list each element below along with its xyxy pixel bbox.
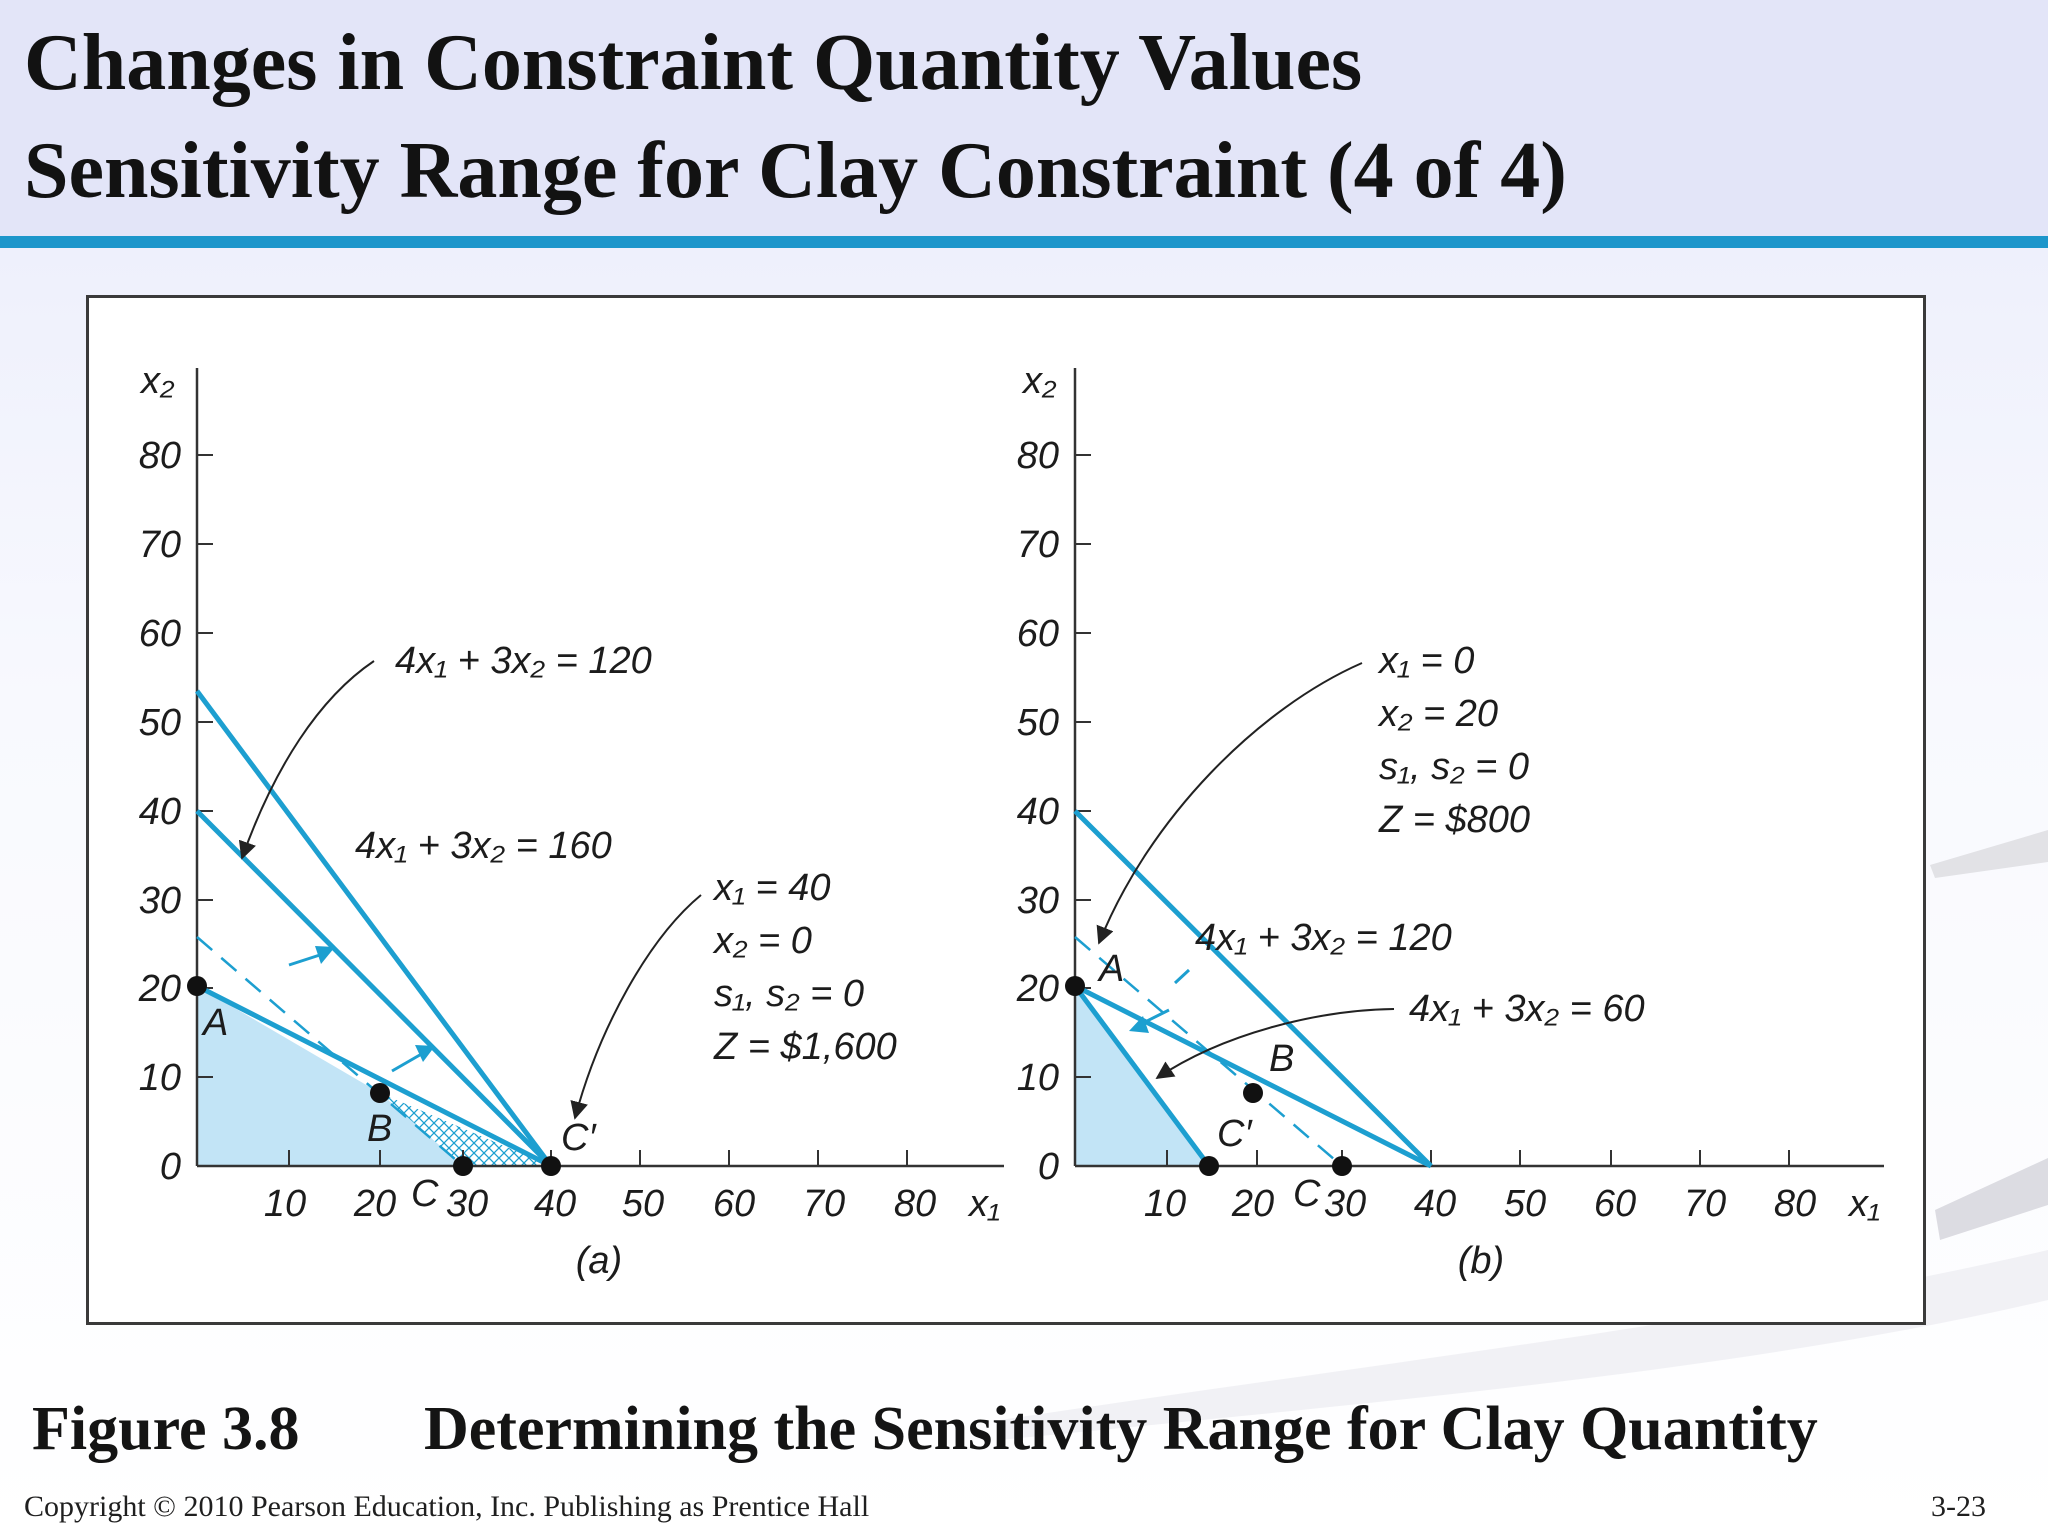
y-tick-label: 10	[139, 1057, 181, 1099]
y-axis-label: x₂	[139, 360, 175, 402]
objective-dashed-line	[1074, 936, 1343, 1167]
title-divider	[0, 236, 2048, 248]
figure-caption-text: Determining the Sensitivity Range for Cl…	[424, 1395, 1818, 1463]
solution-line: x₁ = 40	[712, 867, 831, 909]
y-tick-label: 70	[1017, 524, 1059, 566]
solution-line: x₂ = 0	[712, 920, 812, 962]
panel-caption-a: (a)	[576, 1240, 622, 1282]
x-ticks	[1166, 1150, 1790, 1166]
solution-line: s₁, s₂ = 0	[1379, 746, 1529, 788]
pointer-arrow-c-prime	[570, 894, 702, 1120]
x-axis-label: x₁	[967, 1183, 1000, 1225]
figure-3-8-graphs: 80 70 60 50 40 30 20 10 0 x₂ 10 20	[138, 360, 1884, 1282]
panel-a: 80 70 60 50 40 30 20 10 0 x₂ 10 20	[138, 360, 1004, 1282]
x-axis-label: x₁	[1847, 1183, 1880, 1225]
page-number: 3-23	[1931, 1490, 1986, 1523]
y-tick-label: 20	[1016, 968, 1059, 1010]
point-label-c-prime: C′	[561, 1117, 597, 1159]
solution-line: Z = $1,600	[713, 1026, 897, 1068]
y-tick-label: 80	[1017, 435, 1059, 477]
point-label-a: A	[201, 1002, 228, 1044]
pointer-arrow-a	[1096, 662, 1363, 945]
line-60	[1072, 984, 1212, 1168]
slide-title-line-2: Sensitivity Range for Clay Constraint (4…	[24, 127, 1567, 215]
y-tick-label: 30	[139, 880, 181, 922]
x-tick-label: 80	[1774, 1183, 1816, 1225]
point-c-prime	[1199, 1156, 1219, 1176]
point-c	[1332, 1156, 1352, 1176]
equation-label-120: 4x₁ + 3x₂ = 120	[395, 640, 652, 682]
y-tick-label: 50	[139, 702, 181, 744]
line-120	[195, 809, 553, 1168]
solution-block-b: x₁ = 0 x₂ = 20 s₁, s₂ = 0 Z = $800	[1377, 640, 1530, 841]
point-label-b: B	[1269, 1038, 1294, 1080]
point-label-c: C	[411, 1173, 439, 1215]
shift-arrow-down	[1129, 1008, 1170, 1033]
shift-arrows	[288, 946, 435, 1073]
x-tick-label: 30	[446, 1183, 488, 1225]
point-a	[187, 976, 207, 996]
feasible-region	[197, 986, 463, 1166]
x-tick-label: 20	[353, 1183, 396, 1225]
figure-caption-number: Figure 3.8	[32, 1395, 300, 1463]
y-tick-label: 0	[160, 1146, 181, 1188]
point-b	[370, 1083, 390, 1103]
panel-b: 80 70 60 50 40 30 20 10 0 x₂ 10 20 30	[1016, 360, 1884, 1282]
point-b	[1243, 1083, 1263, 1103]
panel-caption-b: (b)	[1458, 1240, 1504, 1282]
x-tick-label: 40	[534, 1183, 576, 1225]
solution-line: Z = $800	[1378, 799, 1530, 841]
y-tick-label: 50	[1017, 702, 1059, 744]
y-tick-label: 80	[139, 435, 181, 477]
point-a	[1065, 976, 1085, 996]
point-c	[453, 1156, 473, 1176]
equation-label-160: 4x₁ + 3x₂ = 160	[355, 825, 612, 867]
added-region-hatch	[380, 1093, 551, 1166]
solution-line: s₁, s₂ = 0	[714, 973, 864, 1015]
pointer-arrow-120	[238, 660, 375, 860]
solution-line: x₂ = 20	[1377, 693, 1498, 735]
title-area	[0, 0, 2048, 238]
x-tick-label: 40	[1414, 1183, 1456, 1225]
y-tick-label: 20	[138, 968, 181, 1010]
x-tick-label: 30	[1324, 1183, 1366, 1225]
solution-line: x₁ = 0	[1377, 640, 1474, 682]
y-tick-label: 40	[139, 791, 181, 833]
x-tick-label: 20	[1231, 1183, 1274, 1225]
tick-on-line-120	[1173, 968, 1191, 985]
x-tick-label: 60	[713, 1183, 755, 1225]
line-second-constraint	[195, 983, 553, 1169]
point-c-prime	[541, 1156, 561, 1176]
line-160	[194, 689, 554, 1168]
copyright-footer: Copyright © 2010 Pearson Education, Inc.…	[24, 1490, 870, 1523]
y-tick-label: 30	[1017, 880, 1059, 922]
point-label-a: A	[1097, 948, 1124, 990]
figure-frame: 80 70 60 50 40 30 20 10 0 x₂ 10 20	[86, 295, 1926, 1325]
x-tick-label: 10	[1144, 1183, 1186, 1225]
y-tick-label: 70	[139, 524, 181, 566]
pointer-arrow-60	[1155, 1008, 1395, 1080]
x-tick-label: 50	[1504, 1183, 1546, 1225]
x-tick-label: 10	[264, 1183, 306, 1225]
y-tick-label: 10	[1017, 1057, 1059, 1099]
y-tick-label: 0	[1038, 1146, 1059, 1188]
y-tick-label: 60	[139, 613, 181, 655]
x-tick-label: 80	[894, 1183, 936, 1225]
line-second-constraint	[1073, 983, 1433, 1169]
equation-label-120: 4x₁ + 3x₂ = 120	[1195, 917, 1452, 959]
point-label-b: B	[367, 1108, 392, 1150]
equation-label-60: 4x₁ + 3x₂ = 60	[1409, 988, 1645, 1030]
y-tick-label: 40	[1017, 791, 1059, 833]
x-tick-label: 70	[803, 1183, 845, 1225]
y-tick-label: 60	[1017, 613, 1059, 655]
objective-dashed-line	[196, 936, 464, 1167]
point-label-c-prime: C′	[1217, 1113, 1253, 1155]
x-tick-label: 50	[622, 1183, 664, 1225]
solution-block-a: x₁ = 40 x₂ = 0 s₁, s₂ = 0 Z = $1,600	[712, 867, 897, 1068]
x-tick-label: 70	[1684, 1183, 1726, 1225]
slide-title-line-1: Changes in Constraint Quantity Values	[24, 19, 1363, 107]
y-axis-label: x₂	[1021, 360, 1057, 402]
x-tick-label: 60	[1594, 1183, 1636, 1225]
point-label-c: C	[1293, 1173, 1321, 1215]
